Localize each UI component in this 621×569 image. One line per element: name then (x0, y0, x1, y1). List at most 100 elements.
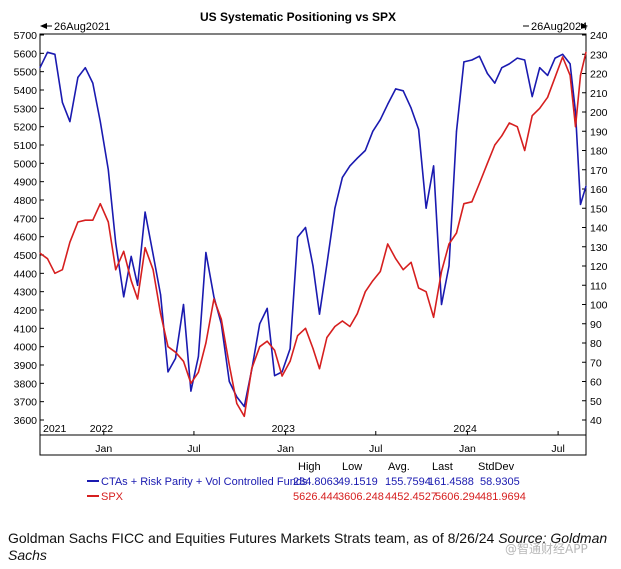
legend-row-systematic: CTAs + Risk Parity + Vol Controlled Fund… (87, 476, 520, 488)
data-point (46, 51, 49, 53)
range-start-label: 26Aug2021 (54, 21, 110, 33)
legend-label-systematic: CTAs + Risk Parity + Vol Controlled Fund… (101, 476, 308, 488)
data-point (228, 380, 230, 383)
data-point (289, 360, 291, 362)
data-point (266, 307, 268, 309)
right-tick-label: 80 (590, 338, 602, 350)
left-tick-label: 4800 (14, 195, 38, 207)
data-point (402, 90, 404, 92)
caption-source: Source: Goldman Sachs (8, 530, 608, 563)
left-tick-label: 4600 (14, 232, 38, 244)
left-tick-label: 4700 (14, 213, 38, 225)
data-point (77, 76, 79, 78)
stat-stddev-spx: 481.9694 (480, 491, 526, 503)
right-tick-label: 120 (590, 261, 608, 273)
data-point (167, 346, 169, 348)
data-point (228, 364, 230, 366)
data-point (137, 284, 139, 286)
data-point (77, 221, 79, 223)
right-tick-label: 180 (590, 146, 608, 158)
data-point (425, 291, 427, 293)
left-tick-label: 5100 (14, 140, 38, 152)
data-point (243, 415, 245, 417)
data-point (387, 243, 389, 245)
right-axis: 240 230 220 210 200 190 180 170 160 150 140 130 120 1… (582, 30, 608, 427)
data-point (448, 265, 450, 267)
right-tick-label: 170 (590, 165, 608, 177)
right-tick-label: 210 (590, 88, 608, 100)
data-point (569, 74, 571, 76)
data-point (39, 67, 41, 69)
data-point (115, 242, 117, 244)
data-point (478, 55, 480, 57)
year-axis: 2021 2022 2023 2024 (43, 423, 477, 435)
data-point (137, 298, 139, 300)
data-point (61, 269, 64, 271)
range-start-marker: 26Aug2021 (40, 21, 110, 33)
right-tick-label: 60 (590, 377, 602, 389)
data-point (130, 280, 132, 282)
data-point (440, 303, 443, 306)
year-label: 2024 (453, 423, 477, 435)
legend-label-spx: SPX (101, 491, 124, 503)
stats-headers: High Low Avg. Last StdDev (298, 461, 515, 473)
data-point (531, 115, 533, 117)
right-tick-label: 230 (590, 49, 608, 61)
series-layer (39, 51, 587, 418)
data-point (281, 375, 283, 377)
left-tick-label: 4400 (14, 268, 38, 280)
right-tick-label: 220 (590, 69, 608, 81)
left-tick-label: 4200 (14, 305, 38, 317)
data-point (130, 255, 132, 257)
stat-low-spx: 3606.248 (338, 491, 384, 503)
data-point (539, 67, 541, 69)
data-point (478, 182, 480, 185)
data-point (501, 135, 503, 137)
chart-title: US Systematic Positioning vs SPX (200, 10, 396, 24)
data-point (410, 261, 412, 263)
data-point (304, 327, 307, 329)
series-line-systematic (39, 51, 587, 408)
data-point (395, 258, 397, 260)
data-point (531, 96, 533, 98)
data-point (297, 335, 299, 337)
left-tick-label: 5700 (14, 30, 38, 42)
data-point (107, 221, 109, 223)
legend-row-spx: SPX 5626.444 3606.248 4452.4527 5606.294… (87, 491, 526, 503)
data-point (349, 165, 351, 167)
data-point (579, 203, 582, 205)
data-point (516, 126, 518, 128)
figure-caption: Goldman Sachs FICC and Equities Futures … (8, 530, 608, 564)
x-tick-label: Jul (187, 443, 200, 455)
right-tick-label: 90 (590, 319, 602, 331)
data-point (182, 360, 185, 362)
data-point (220, 318, 222, 320)
data-point (356, 157, 358, 159)
data-point (524, 59, 526, 61)
data-point (585, 51, 587, 53)
data-point (379, 270, 381, 273)
data-point (494, 144, 496, 146)
data-point (312, 347, 314, 350)
data-point (516, 57, 518, 59)
data-point (54, 53, 56, 55)
stat-high-spx: 5626.444 (293, 491, 339, 503)
range-end-marker: 26Aug2024 (523, 21, 588, 33)
left-tick-label: 4500 (14, 250, 38, 262)
right-tick-label: 110 (590, 280, 607, 292)
data-point (266, 340, 268, 342)
data-point (486, 162, 488, 164)
data-point (341, 176, 343, 178)
data-point (574, 126, 577, 128)
data-point (508, 63, 510, 65)
data-point (213, 298, 215, 300)
series-points-systematic (39, 51, 587, 408)
series-line-spx (39, 52, 587, 418)
data-point (213, 296, 215, 298)
data-point (251, 368, 253, 370)
data-point (341, 320, 343, 322)
data-point (84, 67, 86, 69)
data-point (433, 316, 435, 318)
data-point (115, 269, 117, 271)
data-point (524, 149, 526, 152)
